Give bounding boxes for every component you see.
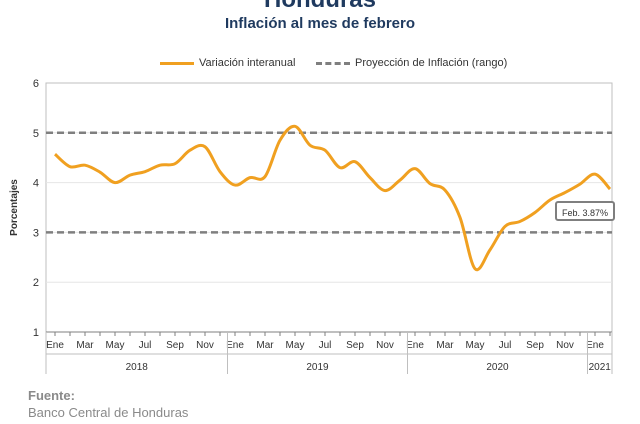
x-tick-label: Ene xyxy=(586,340,604,351)
chart-subtitle: Inflación al mes de febrero xyxy=(224,15,416,32)
year-label: 2019 xyxy=(306,362,329,373)
legend-swatch-range xyxy=(316,61,350,65)
y-tick-label: 2 xyxy=(33,277,39,289)
series-line-variacion-interanual xyxy=(53,124,612,272)
year-label: 2018 xyxy=(126,362,149,373)
x-tick-label: Sep xyxy=(166,340,184,351)
x-tick-label: Jul xyxy=(499,340,512,351)
x-tick-label: May xyxy=(466,340,485,351)
x-tick-label: Nov xyxy=(196,340,214,351)
legend-item-series: Variación interanual xyxy=(160,57,295,69)
y-tick-label: 4 xyxy=(33,178,39,190)
x-tick-label: Mar xyxy=(436,340,454,351)
x-tick-label: Ene xyxy=(406,340,424,351)
latest-value-annotation: Feb. 3.87% xyxy=(555,201,615,221)
legend-item-range: Proyección de Inflación (rango) xyxy=(316,57,507,69)
x-tick-label: Sep xyxy=(526,340,544,351)
y-axis-label: Porcentajes xyxy=(9,179,20,236)
legend-label-series: Variación interanual xyxy=(199,57,296,69)
year-label: 2021 xyxy=(589,362,612,373)
x-tick-label: Nov xyxy=(376,340,394,351)
x-tick-label: Jul xyxy=(139,340,152,351)
x-tick-label: Mar xyxy=(256,340,274,351)
x-tick-label: Ene xyxy=(46,340,64,351)
y-tick-label: 3 xyxy=(33,227,39,239)
legend-swatch-series xyxy=(160,61,194,65)
x-tick-label: May xyxy=(106,340,125,351)
x-tick-label: Jul xyxy=(319,340,332,351)
x-tick-label: Nov xyxy=(556,340,574,351)
page-title: Honduras xyxy=(0,0,640,14)
x-tick-label: May xyxy=(286,340,305,351)
legend-label-range: Proyección de Inflación (rango) xyxy=(355,57,508,69)
plot-area xyxy=(45,82,613,333)
source-value: Banco Central de Honduras xyxy=(28,405,189,420)
year-label: 2020 xyxy=(486,362,509,373)
y-tick-label: 1 xyxy=(33,327,39,339)
y-tick-label: 6 xyxy=(33,78,39,90)
y-tick-label: 5 xyxy=(33,128,39,140)
x-tick-label: Mar xyxy=(76,340,94,351)
x-tick-label: Ene xyxy=(226,340,244,351)
x-tick-label: Sep xyxy=(346,340,364,351)
source-label: Fuente: xyxy=(28,388,75,403)
